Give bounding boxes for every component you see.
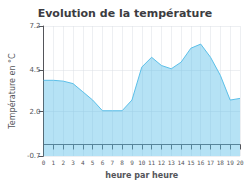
svg-text:4.5: 4.5 [29, 66, 40, 74]
svg-text:14: 14 [177, 159, 185, 166]
svg-text:3: 3 [71, 159, 75, 166]
svg-text:11: 11 [148, 159, 156, 166]
svg-text:Evolution de la température: Evolution de la température [38, 7, 213, 20]
svg-text:18: 18 [217, 159, 225, 166]
svg-text:13: 13 [168, 159, 176, 166]
svg-text:9: 9 [130, 159, 134, 166]
svg-text:1: 1 [52, 159, 56, 166]
svg-text:-0.7: -0.7 [27, 152, 41, 160]
svg-text:19: 19 [227, 159, 235, 166]
svg-text:4: 4 [81, 159, 85, 166]
svg-text:0: 0 [42, 159, 46, 166]
svg-text:6: 6 [101, 159, 105, 166]
svg-text:2.0: 2.0 [29, 108, 40, 116]
svg-text:Température en °C: Température en °C [7, 53, 17, 130]
svg-text:17: 17 [207, 159, 215, 166]
svg-text:5: 5 [91, 159, 95, 166]
svg-text:7: 7 [111, 159, 115, 166]
svg-text:7.2: 7.2 [29, 22, 40, 30]
svg-text:12: 12 [158, 159, 166, 166]
svg-text:15: 15 [187, 159, 195, 166]
svg-text:16: 16 [197, 159, 205, 166]
svg-text:10: 10 [138, 159, 146, 166]
svg-text:8: 8 [120, 159, 124, 166]
svg-text:2: 2 [61, 159, 65, 166]
svg-text:heure par heure: heure par heure [105, 171, 179, 180]
svg-text:20: 20 [236, 159, 244, 166]
